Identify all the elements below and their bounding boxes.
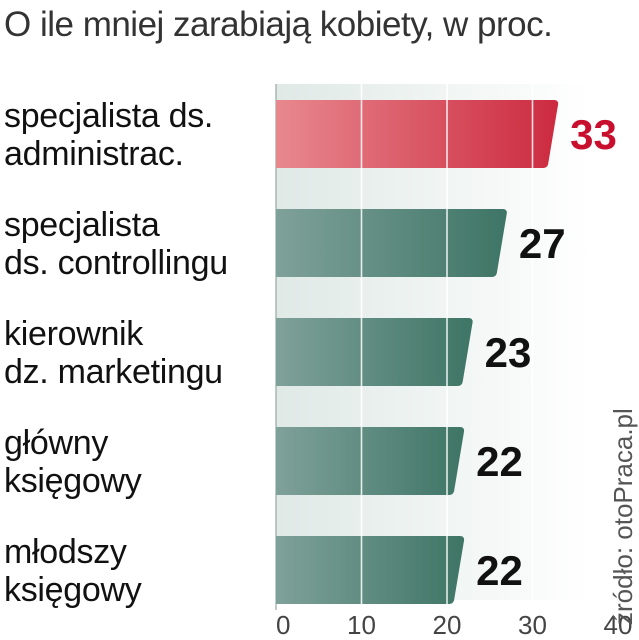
x-axis-ticks: 0 10 20 30 40 [276, 610, 632, 640]
bar [276, 209, 507, 277]
value-labels: 33 27 23 22 22 [476, 111, 617, 594]
bar [276, 318, 473, 386]
value-label: 27 [519, 220, 566, 267]
x-tick-label: 10 [347, 610, 376, 640]
x-tick-label: 0 [276, 610, 290, 640]
category-label: specjalista [4, 206, 160, 244]
value-label: 22 [476, 547, 523, 594]
bar [276, 100, 559, 168]
x-tick-label: 20 [433, 610, 462, 640]
category-label: główny [4, 424, 108, 462]
x-tick-label: 40 [604, 610, 633, 640]
category-label: dz. marketingu [4, 353, 223, 391]
category-label: kierownik [4, 315, 144, 353]
source-label: źródło: otoPraca.pl [608, 408, 638, 625]
x-tick-label: 30 [518, 610, 547, 640]
bar [276, 536, 465, 604]
bar [276, 427, 465, 495]
value-label: 33 [570, 111, 617, 158]
bars [276, 100, 559, 604]
category-label: księgowy [4, 571, 142, 609]
value-label: 22 [476, 438, 523, 485]
category-label: specjalista ds. [4, 97, 213, 135]
category-label: młodszy [4, 533, 127, 571]
category-label: księgowy [4, 462, 142, 500]
category-labels: specjalista ds.administrac. specjalistads… [4, 97, 228, 609]
chart-title: O ile mniej zarabiają kobiety, w proc. [4, 5, 552, 44]
category-label: administrac. [4, 135, 184, 173]
category-label: ds. controllingu [4, 244, 228, 282]
value-label: 23 [485, 329, 532, 376]
